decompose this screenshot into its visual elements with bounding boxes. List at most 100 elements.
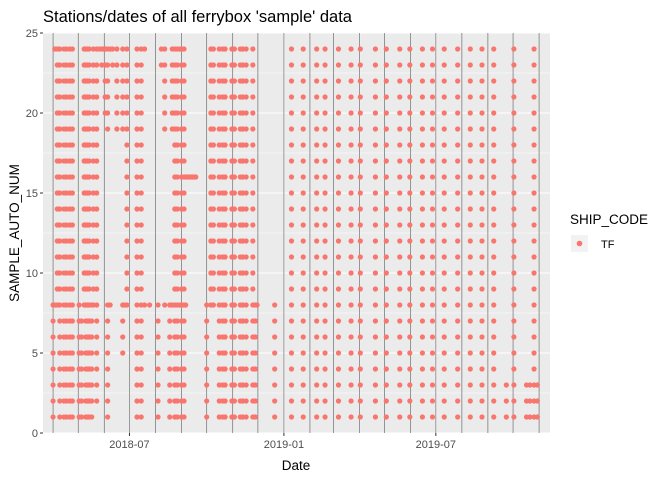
data-point xyxy=(429,302,436,308)
data-point xyxy=(288,318,295,324)
data-point xyxy=(231,222,237,228)
data-point xyxy=(322,206,328,212)
data-point xyxy=(397,286,403,292)
data-point xyxy=(300,142,306,148)
data-point xyxy=(491,414,497,420)
data-point xyxy=(383,302,389,308)
data-point xyxy=(288,366,295,372)
data-point xyxy=(383,190,389,196)
data-point xyxy=(300,302,306,308)
data-point xyxy=(134,254,140,260)
data-point xyxy=(511,238,517,244)
data-point xyxy=(479,382,485,388)
data-point xyxy=(288,94,295,100)
data-point xyxy=(79,366,85,372)
data-point xyxy=(134,318,140,324)
data-point xyxy=(348,414,354,420)
data-point xyxy=(57,126,63,132)
data-point xyxy=(467,158,473,164)
data-point xyxy=(210,142,216,148)
data-point xyxy=(250,110,256,116)
data-point xyxy=(322,254,328,260)
data-point xyxy=(69,366,75,372)
data-point xyxy=(288,78,295,84)
data-point xyxy=(455,94,461,100)
data-point xyxy=(222,302,228,308)
data-point xyxy=(491,46,497,52)
data-point xyxy=(272,398,278,404)
data-point xyxy=(272,318,278,324)
data-point xyxy=(167,318,173,324)
data-point xyxy=(348,350,354,356)
data-point xyxy=(138,286,144,292)
data-point xyxy=(397,382,403,388)
data-point xyxy=(243,254,249,260)
data-point xyxy=(335,382,342,388)
data-point xyxy=(204,334,210,340)
data-point xyxy=(162,302,168,308)
data-point xyxy=(419,254,426,260)
data-point xyxy=(250,78,256,84)
data-point xyxy=(120,350,126,356)
data-point xyxy=(138,254,144,260)
data-point xyxy=(314,94,320,100)
data-point xyxy=(531,62,537,68)
data-point xyxy=(441,382,447,388)
data-point xyxy=(441,222,447,228)
data-point xyxy=(288,254,295,260)
data-point xyxy=(357,286,363,292)
data-point xyxy=(134,334,140,340)
data-point xyxy=(322,94,328,100)
data-point xyxy=(243,414,249,420)
data-point xyxy=(243,270,249,276)
data-point xyxy=(491,62,497,68)
data-point xyxy=(383,206,389,212)
data-point xyxy=(314,142,320,148)
data-point xyxy=(467,382,473,388)
data-point xyxy=(300,94,306,100)
data-point xyxy=(138,222,144,228)
data-point xyxy=(335,270,342,276)
data-point xyxy=(348,174,354,180)
data-point xyxy=(300,46,306,52)
data-point xyxy=(407,382,413,388)
data-point xyxy=(138,110,144,116)
data-point xyxy=(511,110,517,116)
data-point xyxy=(397,110,403,116)
data-point xyxy=(300,350,306,356)
data-point xyxy=(210,270,216,276)
data-point xyxy=(314,286,320,292)
data-point xyxy=(86,62,92,68)
data-point xyxy=(222,270,228,276)
data-point xyxy=(222,286,228,292)
data-point xyxy=(86,94,92,100)
data-point xyxy=(94,286,100,292)
data-point xyxy=(348,62,354,68)
data-point xyxy=(138,62,144,68)
data-point xyxy=(231,350,237,356)
data-point xyxy=(94,318,100,324)
data-point xyxy=(491,142,497,148)
data-point xyxy=(531,126,537,132)
data-point xyxy=(335,318,342,324)
data-point xyxy=(288,302,295,308)
data-point xyxy=(357,398,363,404)
data-point xyxy=(250,158,256,164)
data-point xyxy=(57,46,63,52)
data-point xyxy=(429,398,436,404)
data-point xyxy=(491,158,497,164)
data-point xyxy=(300,398,306,404)
data-point xyxy=(429,222,436,228)
data-point xyxy=(57,142,63,148)
data-point xyxy=(105,414,111,420)
data-point xyxy=(397,78,403,84)
data-point xyxy=(357,238,363,244)
data-point xyxy=(243,190,249,196)
data-point xyxy=(204,318,210,324)
data-point xyxy=(348,142,354,148)
data-point xyxy=(534,382,541,388)
data-point xyxy=(210,110,216,116)
data-point xyxy=(419,142,426,148)
data-point xyxy=(383,382,389,388)
